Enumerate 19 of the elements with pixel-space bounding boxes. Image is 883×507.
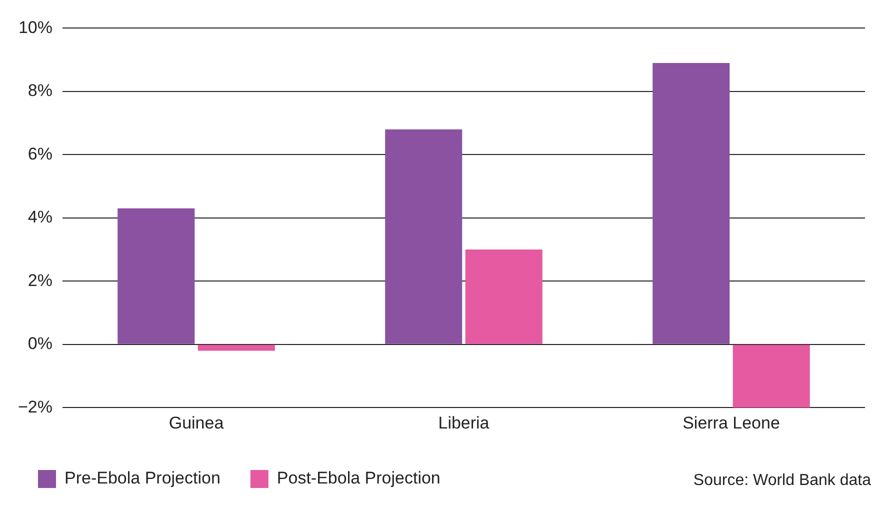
y-tick-label: 10%: [18, 18, 52, 37]
y-tick-label: 6%: [28, 144, 52, 164]
x-tick-label: Guinea: [168, 413, 224, 432]
x-tick-label: Sierra Leone: [682, 413, 780, 432]
y-tick-label: −2%: [18, 397, 52, 416]
source-note: Source: World Bank data: [693, 472, 871, 490]
bar: [385, 129, 462, 344]
bar: [732, 344, 810, 408]
y-tick-label: 2%: [28, 270, 52, 290]
bar: [465, 250, 542, 344]
y-tick-label: 0%: [28, 334, 52, 354]
y-tick-label: 8%: [28, 81, 52, 100]
x-tick-label: Liberia: [438, 413, 490, 432]
legend-label: Pre-Ebola Projection: [64, 468, 220, 488]
legend-label: Post-Ebola Projection: [276, 468, 440, 488]
y-tick-label: 4%: [28, 208, 52, 227]
bar: [652, 62, 730, 344]
bar: [198, 344, 275, 351]
bar: [118, 208, 195, 344]
